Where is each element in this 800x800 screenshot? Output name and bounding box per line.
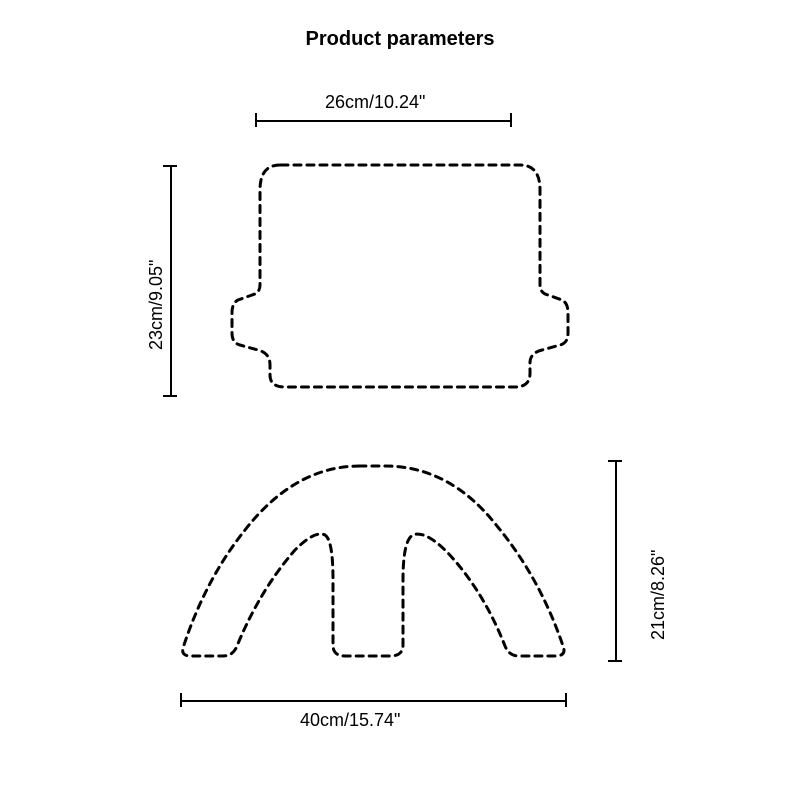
top-dimension-line <box>255 120 510 122</box>
bottom-dimension-tick-left <box>180 693 182 707</box>
page-title: Product parameters <box>0 28 800 51</box>
seat-outline-shape <box>230 155 570 395</box>
left-dimension-label: 23cm/9.05" <box>146 260 167 350</box>
left-dimension-line <box>170 165 172 395</box>
top-dimension-tick-right <box>510 113 512 127</box>
bottom-dimension-label: 40cm/15.74" <box>300 710 400 731</box>
diagram-canvas: Product parameters 26cm/10.24" 23cm/9.05… <box>0 0 800 800</box>
left-dimension-tick-bottom <box>163 395 177 397</box>
right-dimension-tick-bottom <box>608 660 622 662</box>
right-dimension-tick-top <box>608 460 622 462</box>
left-dimension-tick-top <box>163 165 177 167</box>
bottom-dimension-tick-right <box>565 693 567 707</box>
right-dimension-label: 21cm/8.26" <box>648 550 669 640</box>
right-dimension-line <box>615 460 617 660</box>
bottom-dimension-line <box>180 700 565 702</box>
top-dimension-label: 26cm/10.24" <box>325 92 425 113</box>
top-dimension-tick-left <box>255 113 257 127</box>
base-outline-shape <box>175 460 575 660</box>
